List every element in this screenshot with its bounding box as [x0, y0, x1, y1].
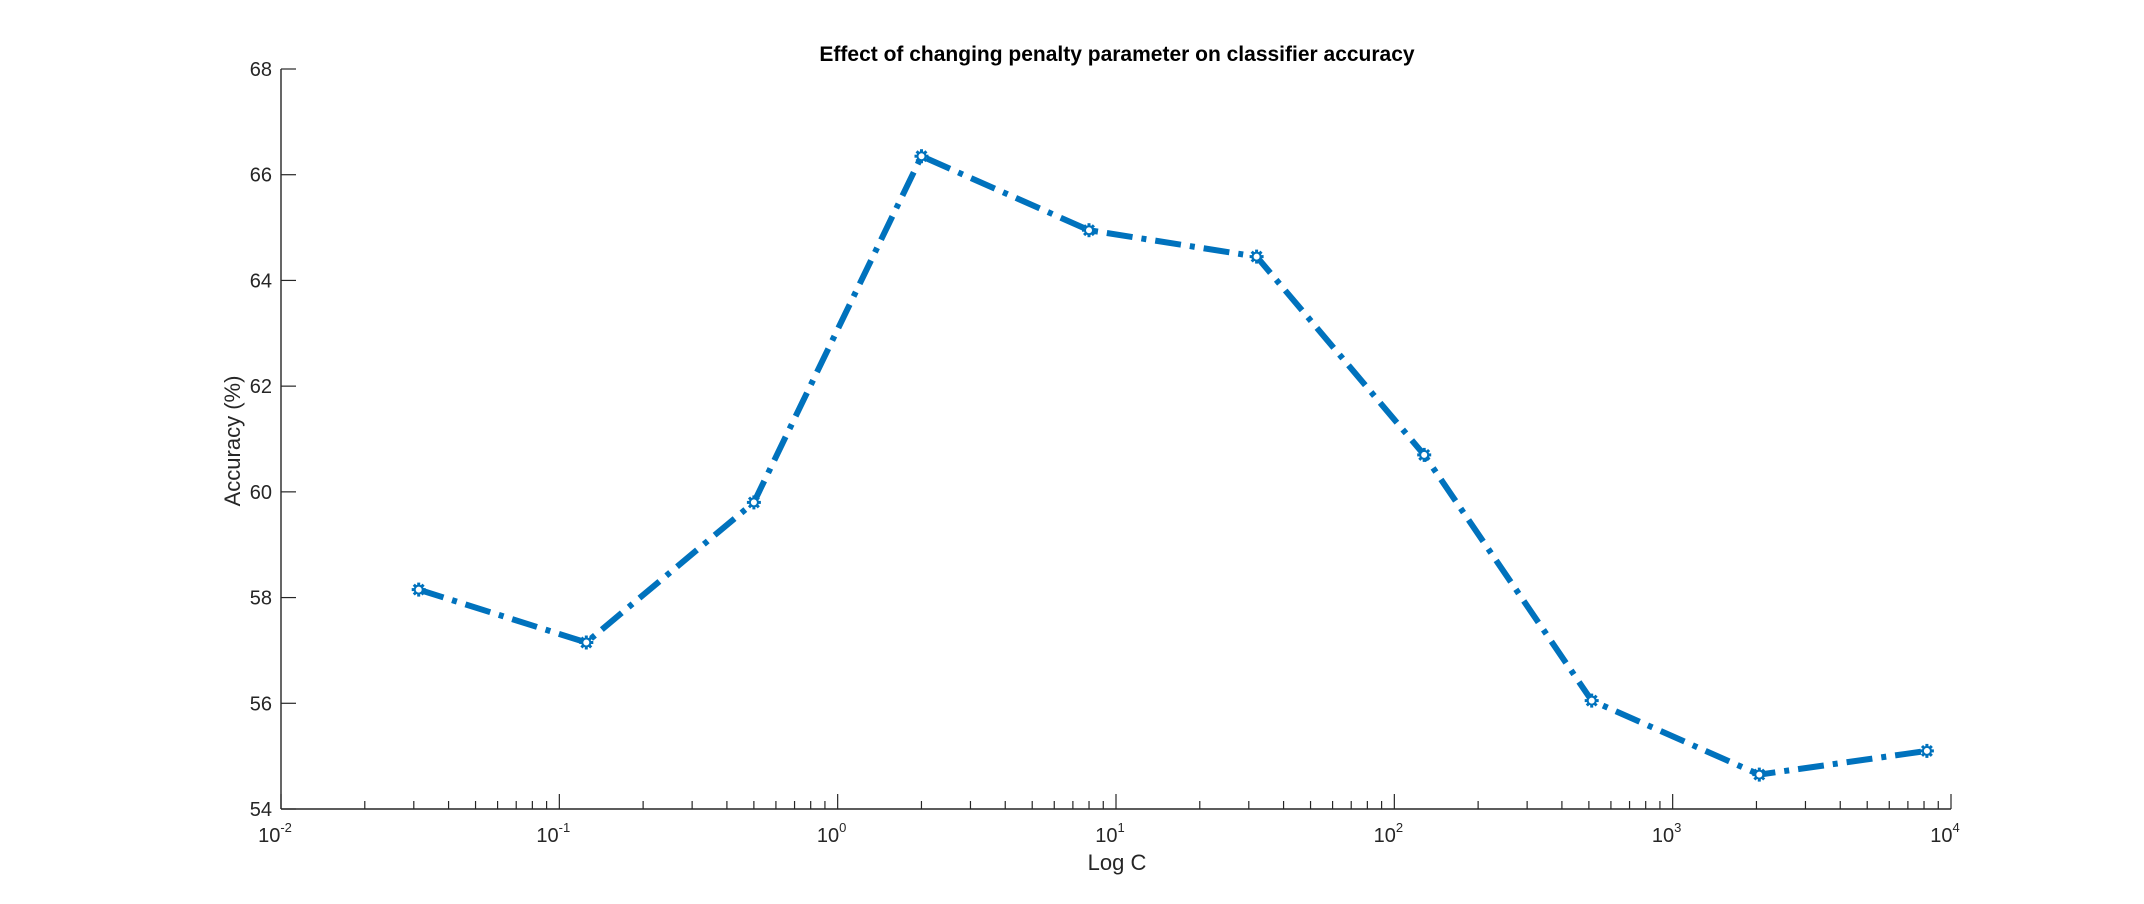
series-line: [417, 153, 1928, 778]
data-point: [1082, 223, 1096, 238]
data-point: [1919, 743, 1934, 758]
y-axis-title: Accuracy (%): [220, 376, 245, 507]
axes: 54 56 58 60 62 64 66 68 10-2 10-1 100 101 102 103 104: [250, 59, 1960, 847]
x-tick-label: 100: [817, 820, 846, 847]
y-tick-label: 66: [250, 165, 272, 187]
x-tick-label: 10-2: [258, 820, 292, 847]
y-tick-label: 56: [250, 693, 272, 715]
data-point: [914, 149, 929, 164]
y-tick-label: 54: [250, 799, 272, 821]
data-point: [1249, 249, 1264, 264]
data-point: [746, 495, 761, 510]
x-axis-title: Log C: [1088, 850, 1147, 875]
chart-title: Effect of changing penalty parameter on …: [819, 43, 1415, 66]
y-tick-label: 58: [250, 588, 272, 610]
data-point: [1584, 693, 1599, 708]
x-tick-label: 102: [1374, 820, 1403, 847]
data-point: [1752, 767, 1767, 782]
x-tick-label: 103: [1652, 820, 1681, 847]
y-tick-label: 68: [250, 59, 272, 81]
x-tick-label: 101: [1095, 820, 1124, 847]
y-tick-label: 60: [250, 482, 272, 504]
x-tick-label: 10-1: [536, 820, 570, 847]
x-tick-label: 104: [1930, 820, 1959, 847]
y-tick-label: 62: [250, 376, 272, 398]
data-point: [411, 582, 426, 597]
series-layer: [411, 149, 1934, 782]
data-point: [579, 635, 594, 650]
y-tick-label: 64: [250, 270, 272, 292]
data-point: [1417, 447, 1432, 462]
